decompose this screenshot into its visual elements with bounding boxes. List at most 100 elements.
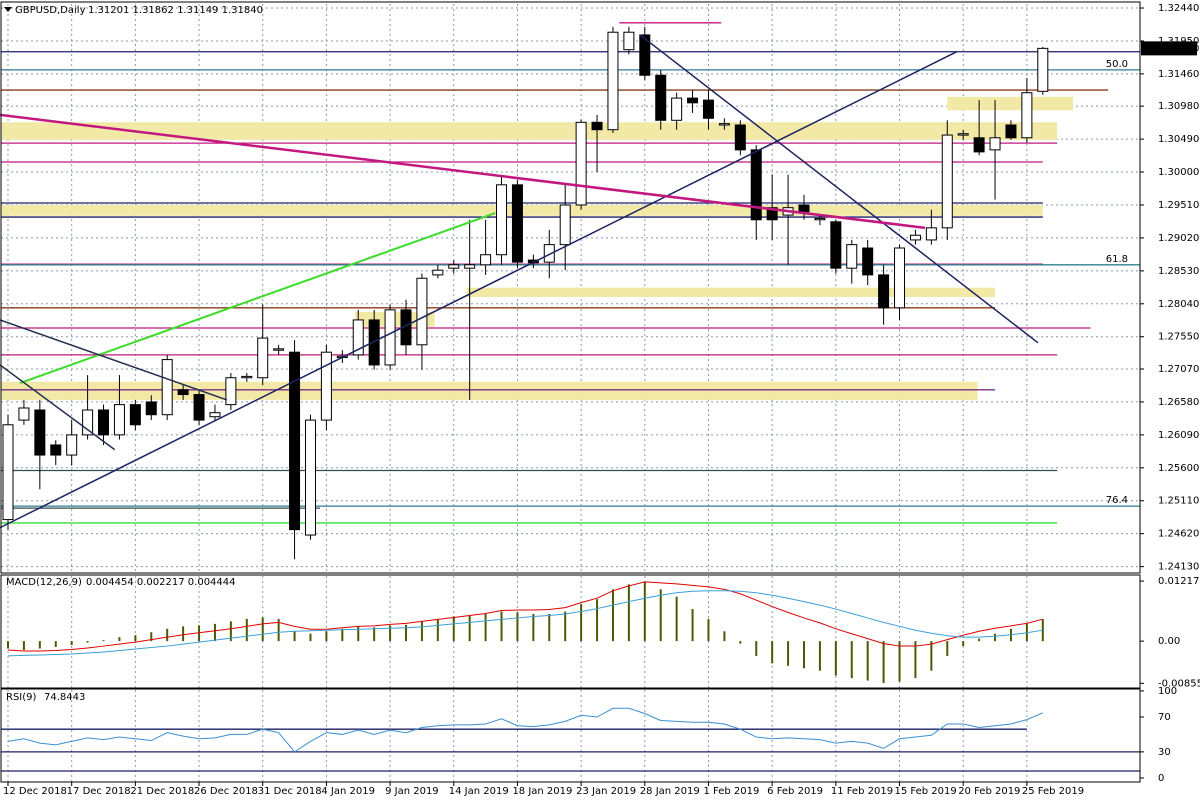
x-tick-label: 20 Feb 2019 (958, 786, 1020, 797)
candle-body (400, 309, 412, 346)
candle-body (909, 234, 921, 241)
candle-body (145, 401, 157, 416)
candle-body (623, 31, 635, 51)
y-tick-label: 1.30000 (1158, 167, 1199, 178)
macd-bar (787, 641, 790, 666)
macd-bar (707, 618, 710, 642)
macd-title: MACD(12,26,9) (6, 577, 82, 588)
macd-bar (452, 616, 455, 642)
macd-bar (1041, 619, 1044, 642)
candle-body (113, 404, 125, 436)
price-label: 1.31840 (1158, 43, 1199, 54)
candle-body (973, 137, 985, 153)
macd-bar (930, 641, 933, 671)
trendline (0, 51, 958, 529)
candle-body (1021, 92, 1033, 139)
y-tick-label: 1.26580 (1158, 397, 1199, 408)
candle-body (209, 412, 221, 418)
price-label-box (1141, 41, 1197, 56)
rsi-pane-frame (0, 688, 1141, 783)
candle-body (1005, 124, 1017, 139)
price-values: 1.31201 1.31862 1.31149 1.31840 (88, 5, 263, 16)
x-tick-label: 1 Feb 2019 (703, 786, 759, 797)
y-tick-label: 1.28040 (1158, 299, 1199, 310)
candle-body (846, 244, 858, 269)
macd-bar (548, 613, 551, 642)
y-tick-label: 1.29510 (1158, 200, 1199, 211)
series-line (7, 707, 1043, 753)
macd-bar (261, 617, 264, 642)
collapse-icon[interactable] (4, 7, 12, 12)
macd-bar (659, 589, 662, 642)
candle-body (639, 34, 651, 76)
macd-values: 0.004454 0.002217 0.004444 (86, 577, 236, 588)
macd-bar (389, 625, 392, 642)
y-tick-label: 100 (1158, 686, 1177, 697)
trendline (0, 364, 116, 451)
x-tick-label: 15 Feb 2019 (895, 786, 957, 797)
candle-body (368, 319, 380, 366)
candle-body (655, 74, 667, 121)
macd-bar (882, 641, 885, 684)
candle-body (241, 375, 253, 379)
macd-bar (325, 631, 328, 642)
macd-bar (229, 621, 232, 642)
y-tick-label: 1.26090 (1158, 430, 1199, 441)
macd-bar (405, 624, 407, 642)
macd-bar (86, 641, 89, 643)
macd-bar (739, 641, 742, 644)
macd-bar (803, 641, 805, 669)
macd-bar (341, 628, 344, 642)
y-tick-label: -0.00855 (1158, 678, 1200, 689)
trendline (0, 113, 926, 230)
candle-body (511, 184, 523, 263)
candle-body (66, 434, 78, 456)
x-tick-label: 11 Feb 2019 (831, 786, 893, 797)
candle-body (289, 351, 301, 531)
macd-bar (850, 641, 853, 679)
macd-bar (898, 641, 901, 682)
macd-bar (70, 641, 73, 646)
macd-bar (818, 641, 821, 671)
candle-body (432, 269, 444, 276)
macd-bar (994, 633, 997, 642)
layers: 12 Dec 2018 17 Dec 2018 21 Dec 2018 26 Dec … (0, 3, 1200, 797)
rsi-title: RSI(9) (6, 692, 37, 703)
macd-bar (914, 641, 917, 679)
x-tick-label: 18 Jan 2019 (512, 786, 572, 797)
macd-bar (564, 611, 567, 642)
y-tick-label: 1.32440 (1158, 3, 1199, 14)
candle-body (798, 204, 810, 213)
candle-body (702, 99, 714, 119)
candle-body (384, 309, 396, 366)
macd-bar (7, 641, 9, 649)
y-tick-label: 1.25600 (1158, 463, 1199, 474)
candle-body (941, 134, 953, 229)
candle-body (830, 221, 842, 269)
candle-body (448, 264, 460, 269)
macd-bar (213, 623, 216, 642)
candle-body (671, 97, 683, 121)
candle-body (496, 184, 508, 256)
zone (1, 381, 978, 400)
candle-body (50, 444, 62, 456)
x-tick-label: 23 Jan 2019 (576, 786, 636, 797)
macd-bar (373, 627, 376, 642)
y-tick-label: 0.01217 (1158, 576, 1199, 587)
zone (1, 122, 1058, 140)
candle-body (718, 123, 730, 126)
candle-body (320, 351, 332, 421)
macd-bar (484, 613, 487, 642)
candle-body (750, 149, 762, 221)
y-tick-label: 1.24620 (1158, 529, 1199, 540)
fib-label: 50.0 (1106, 59, 1128, 70)
candle-body (304, 419, 316, 536)
trendline (639, 34, 1039, 344)
y-tick-label: 0 (1158, 773, 1164, 784)
candle-body (925, 227, 937, 241)
macd-bar (500, 611, 503, 642)
x-tick-label: 26 Dec 2018 (194, 786, 258, 797)
candle-body (225, 377, 237, 406)
candle-body (352, 319, 364, 356)
